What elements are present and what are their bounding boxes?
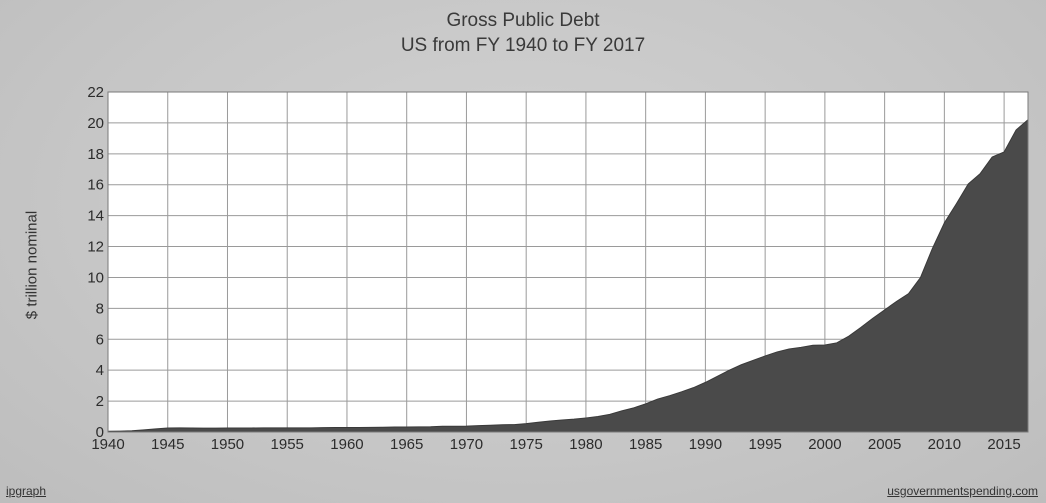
y-tick-label: 0: [96, 424, 104, 441]
x-tick-label: 1950: [211, 436, 244, 453]
x-tick-label: 1945: [151, 436, 184, 453]
y-tick-label: 14: [87, 208, 104, 225]
x-tick-label: 1955: [271, 436, 304, 453]
x-tick-label: 2000: [808, 436, 841, 453]
y-tick-label: 8: [96, 300, 104, 317]
debt-area: [107, 118, 1029, 433]
y-tick-label: 16: [87, 177, 104, 194]
y-tick-label: 22: [87, 84, 104, 101]
footer-left-link[interactable]: ipgraph: [6, 484, 47, 498]
x-tick-label: 1995: [748, 436, 781, 453]
y-tick-label: 12: [87, 239, 104, 256]
footer-right-link[interactable]: usgovernmentspending.com: [887, 484, 1038, 498]
x-tick-label: 1980: [569, 436, 602, 453]
y-tick-label: 4: [96, 362, 104, 379]
x-tick-label: 1985: [629, 436, 662, 453]
x-tick-label: 1990: [689, 436, 722, 453]
x-tick-label: 2005: [868, 436, 901, 453]
x-tick-label: 1960: [330, 436, 363, 453]
plot-border: [107, 91, 1029, 433]
chart-subtitle: US from FY 1940 to FY 2017: [400, 35, 646, 56]
x-tick-label: 1940: [91, 436, 124, 453]
y-tick-label: 2: [96, 393, 104, 410]
x-tick-label: 1970: [450, 436, 483, 453]
x-tick-label: 1965: [390, 436, 423, 453]
chart-title: Gross Public Debt: [446, 10, 600, 31]
y-tick-label: 6: [96, 331, 104, 348]
y-tick-label: 18: [87, 146, 104, 163]
y-tick-label: 20: [87, 115, 104, 132]
x-tick-label: 2015: [987, 436, 1020, 453]
x-tick-label: 2010: [928, 436, 961, 453]
y-tick-label: 10: [87, 269, 104, 286]
x-tick-label: 1975: [509, 436, 542, 453]
